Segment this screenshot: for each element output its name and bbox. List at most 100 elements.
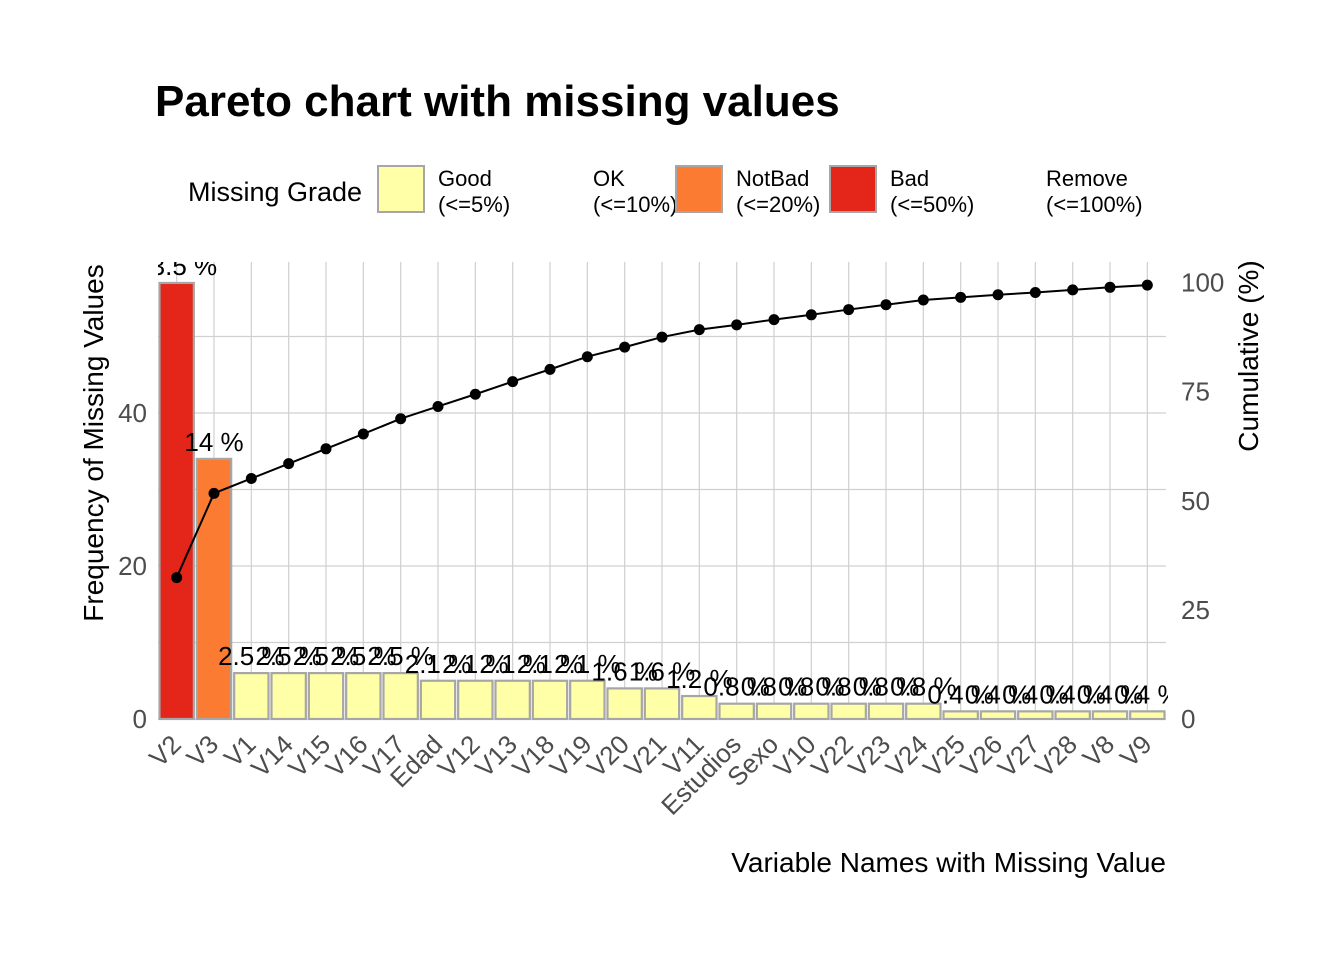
cumulative-point-V11 [693,324,705,336]
y-tick-label: 40 [118,398,147,428]
bar-V15 [307,671,345,721]
bar-V1 [233,671,270,721]
bar-Edad [419,679,457,721]
cumulative-point-V1 [245,472,257,484]
cumulative-point-Edad [432,400,444,412]
cumulative-point-Sexo [768,314,780,326]
legend-label: NotBad [736,166,809,191]
y-tick-label: 0 [133,704,147,734]
legend-sublabel: (<=10%) [593,192,677,217]
bar-value-label: 0.4 % [1039,679,1106,709]
bar-value-label: 2.5 % [255,641,322,671]
cumulative-point-V14 [283,458,295,470]
cumulative-point-V25 [955,291,967,303]
legend-label: Remove [1046,166,1128,191]
y2-tick-label: 100 [1181,268,1224,298]
cumulative-point-V8 [1104,281,1116,293]
cumulative-point-V9 [1141,279,1153,291]
cumulative-point-V22 [843,304,855,316]
cumulative-point-Estudios [731,319,743,331]
legend-sublabel: (<=20%) [736,192,820,217]
cumulative-line-layer [171,279,1153,584]
bar-value-label: 0.8 % [778,672,845,702]
legend-label: Bad [890,166,929,191]
bar-V17 [382,671,419,721]
bar-value-label: 2.5 % [330,641,397,671]
cumulative-point-V10 [805,309,817,321]
bars [158,281,1166,721]
bar-V27 [1017,710,1054,721]
x-axis-title: Variable Names with Missing Value [731,847,1166,878]
cumulative-point-V18 [544,363,556,375]
cumulative-point-V16 [357,428,369,440]
bar-V8 [1091,710,1129,721]
bar-value-label: 2.5 % [218,641,285,671]
bar-V28 [1054,710,1091,721]
bar-value-label: 1.2 % [666,664,733,694]
bar-value-label: 23.5 % [136,251,217,281]
cumulative-point-V21 [656,331,668,343]
bar-value-label: 14 % [184,427,243,457]
bar-V24 [905,702,942,721]
bar-V3 [195,457,233,721]
bar-V22 [830,702,867,721]
cumulative-point-V20 [619,341,631,353]
bar-V23 [867,702,905,721]
legend-label: OK [593,166,625,191]
x-axis: V2V3V1V14V15V16V17EdadV12V13V18V19V20V21… [143,729,1157,821]
plot-area: 23.5 %14 %2.5 %2.5 %2.5 %2.5 %2.5 %2.1 %… [136,251,1181,721]
gridlines [158,262,1166,720]
legend-swatch [377,165,425,213]
bar-value-label: 0.8 % [853,672,920,702]
cumulative-point-V26 [992,289,1004,301]
cumulative-point-V23 [880,299,892,311]
cumulative-point-V13 [507,376,519,388]
legend: Missing Grade Good(<=5%)OK(<=10%)NotBad(… [188,165,1143,217]
y-tick-label: 20 [118,551,147,581]
legend-sublabel: (<=50%) [890,192,974,217]
y2-tick-label: 75 [1181,377,1210,407]
legend-sublabel: (<=100%) [1046,192,1143,217]
bar-V18 [531,679,569,721]
bar-V26 [979,710,1017,721]
cumulative-point-V3 [208,487,220,499]
y-axis-title: Frequency of Missing Values [78,264,109,621]
bar-value-label: 0.8 % [703,672,770,702]
bar-value-label: 2.1 % [517,649,584,679]
cumulative-point-V17 [395,413,407,425]
chart-title: Pareto chart with missing values [155,77,840,126]
bar-value-label: 0.8 % [741,672,808,702]
bar-value-label: 1.6 % [629,656,696,686]
bar-V21 [643,687,681,721]
bar-value-label: 0.8 % [890,672,957,702]
bar-V19 [569,679,606,721]
bar-V13 [494,679,531,721]
bar-V10 [793,702,830,721]
y2-axis-title: Cumulative (%) [1233,260,1264,451]
bar-value-label: 0.4 % [1002,679,1069,709]
bar-V11 [681,694,718,721]
y2-tick-label: 0 [1181,704,1195,734]
y2-tick-label: 25 [1181,595,1210,625]
bar-value-label: 2.5 % [367,641,434,671]
legend-swatch [829,165,877,213]
cumulative-point-V28 [1067,284,1079,296]
cumulative-point-V27 [1029,287,1041,299]
x-tick-label: V28 [1029,729,1083,783]
legend-title: Missing Grade [188,177,362,207]
bar-value-label: 2.1 % [554,649,621,679]
bar-V20 [606,687,643,721]
bar-value-label: 0.4 % [965,679,1032,709]
bar-V25 [942,710,979,721]
cumulative-point-V15 [320,443,332,455]
cumulative-point-V2 [171,572,183,584]
bar-value-label: 0.4 % [1077,679,1144,709]
bar-value-label: 0.4 % [927,679,994,709]
bar-Sexo [755,702,793,721]
legend-label: Good [438,166,492,191]
y2-tick-label: 50 [1181,486,1210,516]
bar-value-label: 2.1 % [405,649,472,679]
bar-value-label: 0.4 % [1114,679,1181,709]
cumulative-point-V19 [581,351,593,363]
